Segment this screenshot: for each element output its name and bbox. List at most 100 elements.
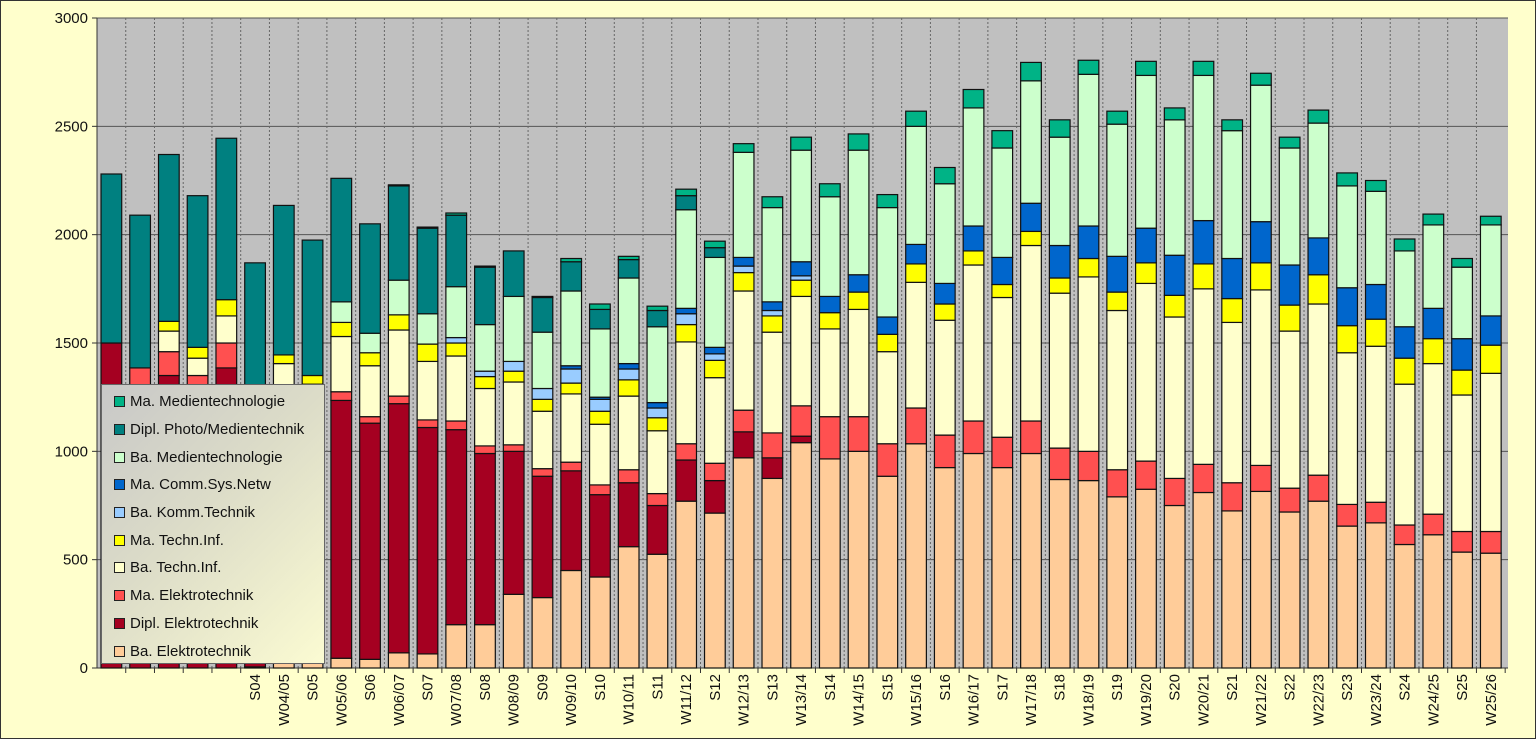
bar-segment-ma-techn-inf- bbox=[646, 417, 669, 432]
x-tick-label: S24 bbox=[1397, 674, 1414, 701]
bar-segment-ma-techn-inf- bbox=[157, 320, 180, 332]
bar-segment-ma-medientechnologie bbox=[1393, 238, 1416, 252]
bar-segment-ba-medientechnologie bbox=[531, 331, 554, 390]
bar-segment-ma-techn-inf- bbox=[588, 410, 611, 425]
x-tick-label: W13/14 bbox=[793, 674, 810, 726]
x-tick-label: W10/11 bbox=[621, 674, 638, 725]
bar-segment-ba-techn-inf- bbox=[1221, 321, 1244, 484]
bar-segment-ba-medientechnologie bbox=[1163, 119, 1186, 256]
legend-item: Dipl. Elektrotechnik bbox=[114, 610, 324, 638]
bar-segment-ba-techn-inf- bbox=[1364, 345, 1387, 503]
x-tick-label: S04 bbox=[247, 674, 264, 701]
bar-segment-ma-techn-inf- bbox=[962, 250, 985, 266]
bar-segment-ba-medientechnologie bbox=[1479, 224, 1502, 317]
bar-stack bbox=[646, 305, 669, 669]
legend: Ma. Medientechnologie Dipl. Photo/Medient… bbox=[101, 384, 325, 664]
bar-segment-ma-comm-sys-netw bbox=[732, 256, 755, 267]
bar-segment-dipl-elektrotechnik bbox=[445, 429, 468, 626]
bar-segment-ba-techn-inf- bbox=[1077, 276, 1100, 452]
bar-segment-ma-medientechnologie bbox=[703, 240, 726, 249]
y-axis-ticks: 0 500 1000 1500 2000 2500 3000 bbox=[55, 10, 97, 677]
bar-segment-ma-comm-sys-netw bbox=[905, 243, 927, 265]
bar-stack bbox=[617, 255, 640, 669]
bar-segment-dipl-photo-medientechnik bbox=[560, 261, 583, 292]
bar-segment-dipl-photo-medientechnik bbox=[359, 223, 381, 334]
y-tick-label: 1000 bbox=[55, 443, 88, 460]
legend-label: Ma. Techn.Inf. bbox=[130, 531, 224, 549]
x-tick-label: W09/10 bbox=[563, 674, 580, 726]
bar-segment-ma-comm-sys-netw bbox=[703, 346, 726, 355]
bar-segment-ma-medientechnologie bbox=[531, 295, 554, 299]
bar-segment-ma-techn-inf- bbox=[1336, 325, 1359, 354]
bar-segment-ma-techn-inf- bbox=[1163, 294, 1186, 318]
bar-segment-ma-medientechnologie bbox=[1307, 109, 1330, 124]
bar-segment-ba-elektrotechnik bbox=[1077, 479, 1100, 669]
bar-segment-ma-elektrotechnik bbox=[962, 420, 985, 455]
bar-segment-ba-techn-inf- bbox=[790, 295, 813, 407]
bar-segment-ma-medientechnologie bbox=[847, 133, 870, 151]
bar-segment-ba-techn-inf- bbox=[1163, 316, 1186, 480]
bar-stack bbox=[1479, 215, 1502, 669]
legend-label: Ba. Medientechnologie bbox=[130, 448, 283, 466]
bar-segment-ba-medientechnologie bbox=[675, 209, 698, 309]
x-tick-label: S22 bbox=[1282, 674, 1299, 701]
legend-swatch bbox=[114, 479, 125, 491]
bar-segment-ma-elektrotechnik bbox=[588, 484, 611, 496]
bar-segment-ma-comm-sys-netw bbox=[1278, 264, 1301, 306]
x-tick-label: W20/21 bbox=[1195, 674, 1212, 726]
bar-segment-ma-comm-sys-netw bbox=[1135, 227, 1157, 264]
bar-stack bbox=[761, 196, 784, 669]
bar-segment-ba-elektrotechnik bbox=[588, 576, 611, 669]
legend-item: Ba. Elektrotechnik bbox=[114, 637, 324, 665]
bar-segment-ba-techn-inf- bbox=[933, 319, 956, 436]
bar-segment-ma-elektrotechnik bbox=[617, 469, 640, 484]
bar-segment-ma-elektrotechnik bbox=[1048, 447, 1071, 481]
bar-segment-ba-elektrotechnik bbox=[1048, 478, 1071, 669]
legend-item: Ba. Komm.Technik bbox=[114, 499, 324, 527]
bar-segment-ma-elektrotechnik bbox=[847, 416, 870, 452]
bar-segment-ba-medientechnologie bbox=[876, 206, 899, 318]
bar-segment-ma-medientechnologie bbox=[1192, 60, 1215, 77]
bar-segment-ma-elektrotechnik bbox=[732, 409, 755, 433]
bar-segment-ba-elektrotechnik bbox=[646, 553, 669, 669]
bar-segment-ba-elektrotechnik bbox=[818, 458, 841, 669]
bar-segment-ba-elektrotechnik bbox=[1422, 534, 1445, 669]
legend-item: Ba. Techn.Inf. bbox=[114, 554, 324, 582]
x-tick-label: S25 bbox=[1454, 674, 1471, 701]
bar-segment-ma-techn-inf- bbox=[732, 271, 755, 292]
bar-segment-ba-komm-technik bbox=[588, 398, 611, 412]
x-tick-label: S07 bbox=[419, 674, 436, 701]
bar-segment-dipl-photo-medientechnik bbox=[445, 214, 468, 288]
bar-segment-ma-medientechnologie bbox=[732, 143, 755, 153]
bar-segment-ba-elektrotechnik bbox=[387, 652, 410, 669]
bar-segment-dipl-photo-medientechnik bbox=[186, 195, 209, 348]
legend-label: Ma. Elektrotechnik bbox=[130, 587, 254, 605]
bar-segment-ma-elektrotechnik bbox=[1192, 463, 1215, 494]
bar-segment-ma-elektrotechnik bbox=[933, 434, 956, 469]
bar-segment-ma-medientechnologie bbox=[1451, 257, 1474, 268]
bar-segment-ma-techn-inf- bbox=[1422, 338, 1445, 365]
bar-segment-ba-elektrotechnik bbox=[790, 442, 813, 669]
bar-segment-ma-comm-sys-netw bbox=[1163, 254, 1186, 296]
bar-segment-ba-medientechnologie bbox=[330, 301, 353, 324]
bar-segment-ma-comm-sys-netw bbox=[1307, 237, 1330, 276]
bar-segment-ma-medientechnologie bbox=[761, 196, 784, 209]
bar-segment-dipl-photo-medientechnik bbox=[474, 266, 496, 326]
bar-segment-ma-elektrotechnik bbox=[991, 436, 1014, 469]
bar-segment-ba-techn-inf- bbox=[1020, 244, 1042, 422]
x-tick-label: S23 bbox=[1339, 674, 1356, 701]
x-tick-label: S12 bbox=[707, 674, 724, 701]
x-tick-label: S18 bbox=[1052, 674, 1069, 701]
bar-segment-ma-medientechnologie bbox=[1135, 60, 1157, 77]
bar-segment-ba-techn-inf- bbox=[502, 381, 525, 446]
bar-segment-dipl-elektrotechnik bbox=[790, 435, 813, 444]
x-tick-label: S15 bbox=[879, 674, 896, 701]
bar-segment-ma-elektrotechnik bbox=[157, 351, 180, 377]
bar-segment-dipl-elektrotechnik bbox=[588, 494, 611, 578]
bar-segment-ba-techn-inf- bbox=[818, 328, 841, 418]
bar-segment-ba-komm-technik bbox=[646, 407, 669, 419]
bar-segment-ma-comm-sys-netw bbox=[991, 256, 1014, 286]
x-axis-ticks: S04 W04/05 S05 W05/06 S06 W06/07 S07 W07/08 S08 W… bbox=[125, 668, 1506, 726]
bar-stack bbox=[502, 250, 525, 669]
bar-segment-ba-techn-inf- bbox=[1336, 352, 1359, 506]
